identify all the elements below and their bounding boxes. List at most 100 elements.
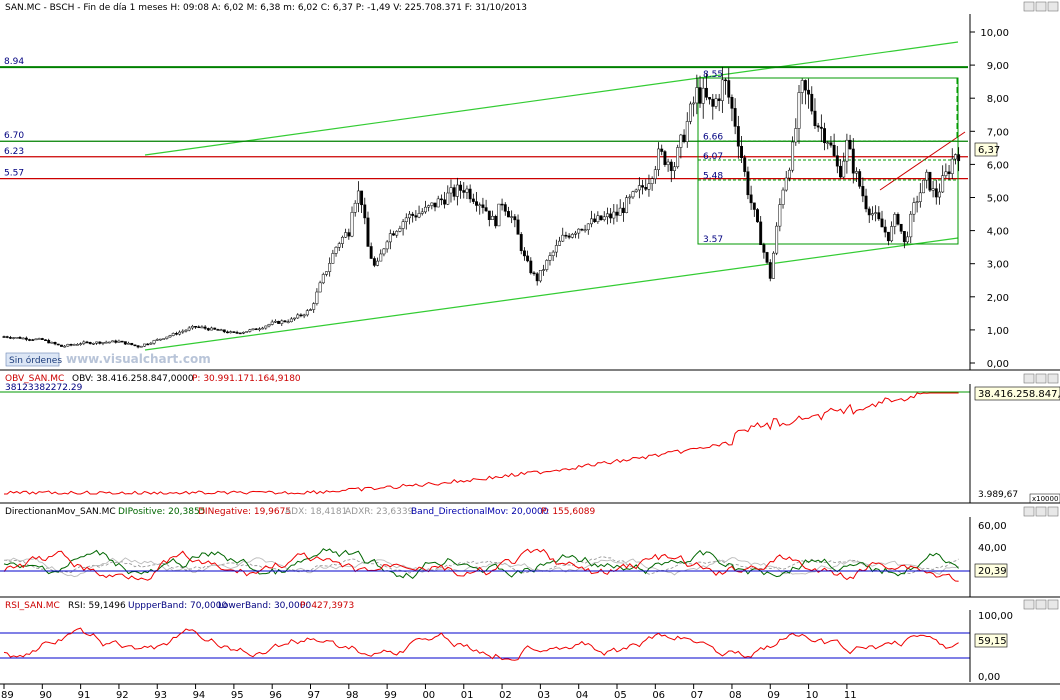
candle-body: [551, 251, 555, 256]
obv-header-name: OBV_SAN.MC: [5, 374, 64, 384]
maximize-button[interactable]: [1035, 1, 1047, 12]
xaxis-label: 89: [1, 690, 14, 700]
candle-body: [139, 345, 143, 348]
candle-body: [50, 341, 54, 344]
dm-header-p: P: 155,6089: [541, 507, 596, 517]
candle-body: [465, 188, 469, 193]
close-button[interactable]: [1047, 1, 1059, 12]
dm-close-button[interactable]: [1047, 506, 1059, 517]
minimize-button[interactable]: [1023, 1, 1035, 12]
watermark: www.visualchart.com: [66, 352, 211, 366]
candle-body: [839, 165, 842, 178]
candle-body: [583, 229, 587, 232]
candle-body: [107, 341, 111, 344]
candle-body: [730, 97, 734, 109]
candle-body: [944, 171, 948, 176]
candle-body: [577, 228, 581, 234]
candle-body: [711, 98, 715, 107]
candle-body: [621, 207, 625, 213]
obv-header-p: P: 30.991.171.164,9180: [192, 374, 301, 384]
candle-body: [398, 228, 402, 232]
fib-label: 6.07: [703, 152, 723, 162]
candle-body: [321, 274, 325, 284]
candle-body: [842, 160, 846, 178]
candle-body: [855, 171, 858, 174]
candle-body: [605, 213, 609, 218]
candle-body: [912, 202, 916, 215]
obv-close-button[interactable]: [1047, 373, 1059, 384]
obv-panel-controls[interactable]: [1023, 373, 1059, 384]
candle-body: [513, 216, 517, 221]
candle-body: [446, 192, 450, 205]
dm-panel-controls[interactable]: [1023, 506, 1059, 517]
candle-body: [660, 148, 664, 152]
candle-body: [484, 207, 488, 212]
candle-body: [459, 184, 463, 191]
candle-body: [471, 198, 475, 202]
fib-label: 6.66: [703, 133, 723, 143]
candle-body: [870, 213, 874, 216]
obv-level-label: 38123382272.29: [5, 383, 83, 393]
candle-body: [657, 148, 660, 170]
upper-trend-line: [144, 41, 959, 156]
rsi-maximize-button[interactable]: [1035, 599, 1047, 610]
candle-body: [682, 134, 686, 142]
xaxis-label: 06: [652, 690, 665, 700]
dm-header-dineg: DINegative: 19,9675: [198, 507, 291, 517]
candle-body: [625, 197, 629, 213]
candle-body: [669, 161, 673, 171]
rsi-minimize-button[interactable]: [1023, 599, 1035, 610]
dm-header-band: Band_DirectionalMov: 20,0000: [411, 507, 549, 517]
obv-axis-low: 3.989,67: [978, 490, 1018, 500]
candle-body: [886, 231, 890, 242]
candle-body: [567, 235, 571, 238]
candle-body: [666, 161, 670, 165]
candle-body: [679, 134, 683, 148]
candle-body: [111, 340, 115, 343]
sin-ordenes-box[interactable]: [5, 352, 60, 367]
price-ytick-label: 5,00: [987, 194, 1009, 205]
candle-body: [443, 199, 447, 205]
candle-body: [286, 321, 290, 323]
candle-body: [123, 341, 127, 345]
candle-body: [727, 80, 731, 98]
candle-body: [704, 87, 708, 98]
candle-body: [312, 303, 316, 310]
candle-body: [206, 328, 210, 331]
dm-ytick-40: 40,00: [978, 543, 1007, 554]
price-panel: [0, 0, 1060, 370]
candle-body: [507, 211, 510, 218]
xaxis-label: 02: [499, 690, 512, 700]
candle-body: [644, 187, 648, 190]
candle-body: [197, 326, 201, 329]
candle-body: [673, 166, 676, 171]
candle-body: [653, 169, 657, 179]
candle-body: [510, 216, 514, 218]
candle-body: [832, 144, 836, 156]
obv-minimize-button[interactable]: [1023, 373, 1035, 384]
candle-body: [599, 215, 603, 221]
dm-minimize-button[interactable]: [1023, 506, 1035, 517]
candle-body: [411, 213, 415, 216]
candle-body: [835, 155, 839, 167]
candle-body: [491, 216, 494, 220]
candle-body: [462, 190, 466, 193]
candle-body: [918, 192, 922, 202]
xaxis-label: 99: [384, 690, 397, 700]
candle-body: [957, 154, 961, 162]
candle-body: [481, 204, 485, 208]
obv-series-line: [4, 392, 959, 495]
rsi-panel-controls[interactable]: [1023, 599, 1059, 610]
xaxis: 89 90 91 92 93 94 95 96 97 98 99 00 01 02 03 04 05 06 07 08…: [1, 684, 857, 700]
obv-maximize-button[interactable]: [1035, 373, 1047, 384]
dm-maximize-button[interactable]: [1035, 506, 1047, 517]
candle-body: [845, 139, 849, 162]
panel-controls[interactable]: [1023, 1, 1059, 12]
rsi-close-button[interactable]: [1047, 599, 1059, 610]
candle-body: [219, 329, 223, 332]
candle-body: [235, 332, 239, 334]
candle-body: [558, 240, 561, 246]
candle-body: [372, 258, 376, 266]
candle-body: [698, 87, 702, 104]
candle-body: [8, 337, 12, 339]
